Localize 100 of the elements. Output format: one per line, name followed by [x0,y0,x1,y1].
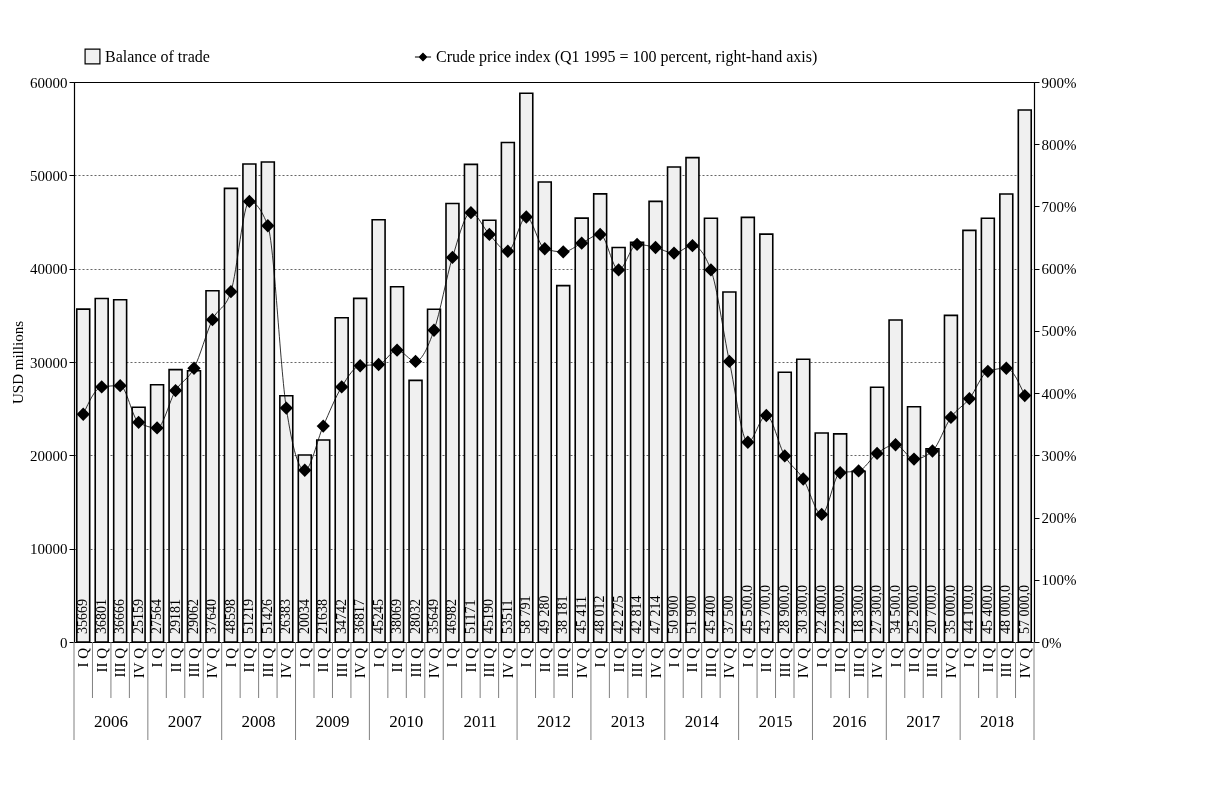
point [963,392,976,405]
point [944,411,958,424]
text: 2006 [93,712,128,731]
point [150,421,164,435]
y2-tick-label: 200% [1041,510,1077,527]
point [889,438,902,451]
point [741,436,755,449]
point [575,236,588,250]
data-label: 48 000,0 [998,585,1014,634]
point [704,263,718,277]
point [169,384,182,397]
y-tick-label: 30000 [30,354,68,371]
point [667,246,681,260]
y-tick-label: 60000 [30,74,68,91]
x-tick-label: II Q [536,647,553,673]
x-tick-label: IV Q [426,647,442,679]
data-label: 35649 [426,599,441,634]
data-label: 28 900,0 [776,585,792,634]
point [132,416,145,429]
point [76,408,90,421]
data-label: 27 300,0 [869,585,885,634]
data-label: 58 791 [518,595,534,634]
x-tick-label: I Q [75,647,92,668]
x-tick-label: II Q [93,647,110,673]
point [316,419,330,433]
data-label: 35 000,0 [942,585,958,634]
data-label: 38069 [389,599,405,634]
data-label: 34742 [333,599,349,634]
point [224,285,238,298]
data-label: 34 500,0 [887,585,903,634]
data-label: 45190 [481,599,497,634]
point [1000,361,1013,375]
data-label: 20034 [296,599,312,634]
x-tick-label: III Q [850,647,867,678]
data-label: 20 700,0 [924,585,940,634]
point [926,444,939,458]
point [538,242,552,255]
data-label: 37640 [204,599,220,634]
y-tick-label: 0 [60,634,68,651]
y2-tick-label: 900% [1041,74,1077,91]
point [280,401,293,415]
data-label: 49 280 [536,595,552,634]
y2-tick-label: 100% [1041,572,1077,589]
y2-tick-label: 800% [1041,136,1077,153]
data-label: 45 400 [702,595,718,634]
x-tick-label: IV Q [499,647,516,679]
text: 2009 [315,712,350,731]
x-tick-label: III Q [998,647,1015,678]
point [778,449,792,463]
data-label: 48 012 [592,595,608,634]
data-label: 45245 [370,599,386,634]
x-tick-label: I Q [666,647,682,668]
x-tick-label: II Q [758,647,775,673]
x-tick-label: II Q [241,647,258,673]
point [593,228,607,241]
point [335,380,348,394]
x-tick-label: III Q [333,647,350,678]
x-tick-label: III Q [481,647,498,678]
data-label: 45 411 [573,596,589,634]
x-tick-label: IV Q [647,647,664,679]
text: 2008 [241,712,276,731]
data-label: 18 300,0 [850,585,866,634]
x-tick-label: II Q [684,647,701,673]
point [833,466,847,479]
data-label: 47 214 [647,595,663,634]
data-label: 51171 [462,599,478,634]
data-label: 36817 [352,599,368,634]
data-label: 51 900 [684,595,700,634]
point [353,359,367,372]
data-label: 36801 [93,599,109,634]
data-label: 22 400,0 [813,585,829,634]
x-tick-label: III Q [776,647,793,678]
point [723,355,736,368]
data-label: 26383 [278,599,294,634]
x-tick-label: IV Q [573,647,590,679]
y2-tick-label: 400% [1041,385,1077,402]
y2-tick-label: 600% [1041,261,1077,278]
x-tick-label: I Q [961,647,978,668]
text: 2013 [610,712,645,731]
x-tick-label: I Q [296,647,313,668]
text: 2017 [906,712,941,731]
data-label: 51426 [259,599,275,634]
x-tick-label: III Q [407,647,424,678]
x-tick-label: I Q [592,647,609,668]
text: 2014 [684,712,720,731]
y2-tick-label: 700% [1041,198,1077,215]
point [1018,389,1032,402]
data-label: 27564 [149,599,165,634]
x-tick-label: III Q [702,647,719,678]
point [409,355,422,368]
y-tick-label: 20000 [30,447,68,464]
text: 2012 [537,712,571,731]
point [815,508,828,521]
x-tick-label: II Q [610,647,627,673]
x-tick-label: II Q [906,647,922,673]
y2-tick-label: 0% [1041,634,1062,651]
x-tick-label: II Q [315,647,332,673]
x-tick-label: I Q [444,647,461,668]
point [501,245,515,258]
data-label: 44 100,0 [961,585,977,634]
